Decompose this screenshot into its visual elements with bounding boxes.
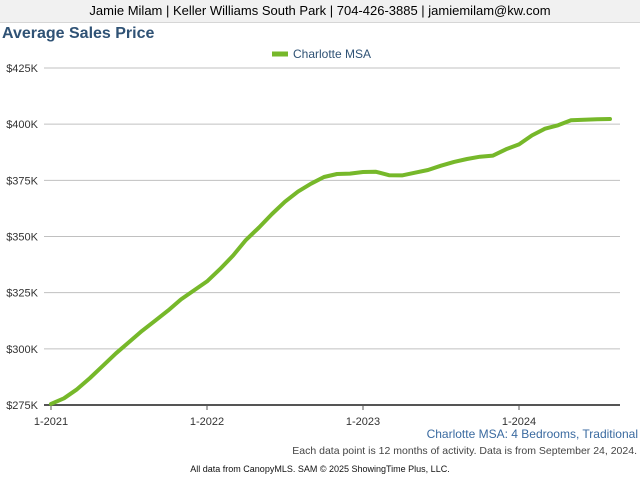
header-contact-bar: Jamie Milam | Keller Williams South Park… bbox=[0, 0, 640, 23]
y-axis: $275K $300K $325K $350K $375K $400K $425K bbox=[6, 63, 38, 412]
x-tick-label: 1-2021 bbox=[34, 416, 68, 428]
y-tick-label: $275K bbox=[6, 400, 38, 412]
y-tick-label: $400K bbox=[6, 119, 38, 131]
legend: Charlotte MSA bbox=[272, 47, 371, 61]
line-chart: $275K $300K $325K $350K $375K $400K $425K 1-20… bbox=[6, 47, 620, 428]
x-tick-label: 1-2024 bbox=[502, 416, 536, 428]
legend-label: Charlotte MSA bbox=[293, 47, 371, 61]
grid-lines bbox=[44, 67, 620, 350]
y-tick-label: $350K bbox=[6, 232, 38, 244]
chart-title: Average Sales Price bbox=[2, 25, 155, 42]
data-footnote: Each data point is 12 months of activity… bbox=[292, 445, 637, 457]
series-lines bbox=[49, 117, 612, 406]
source-credit: All data from CanopyMLS. SAM © 2025 Show… bbox=[190, 464, 450, 474]
y-tick-label: $300K bbox=[6, 344, 38, 356]
x-tick-label: 1-2023 bbox=[346, 416, 380, 428]
x-tick-label: 1-2022 bbox=[190, 416, 224, 428]
y-tick-label: $425K bbox=[6, 63, 38, 75]
y-tick-label: $375K bbox=[6, 175, 38, 187]
series-line-charlotte-msa bbox=[49, 117, 612, 406]
x-axis: 1-2021 1-2022 1-2023 1-2024 bbox=[34, 404, 620, 428]
y-tick-label: $325K bbox=[6, 288, 38, 300]
chart-subtitle: Charlotte MSA: 4 Bedrooms, Traditional bbox=[426, 427, 638, 441]
